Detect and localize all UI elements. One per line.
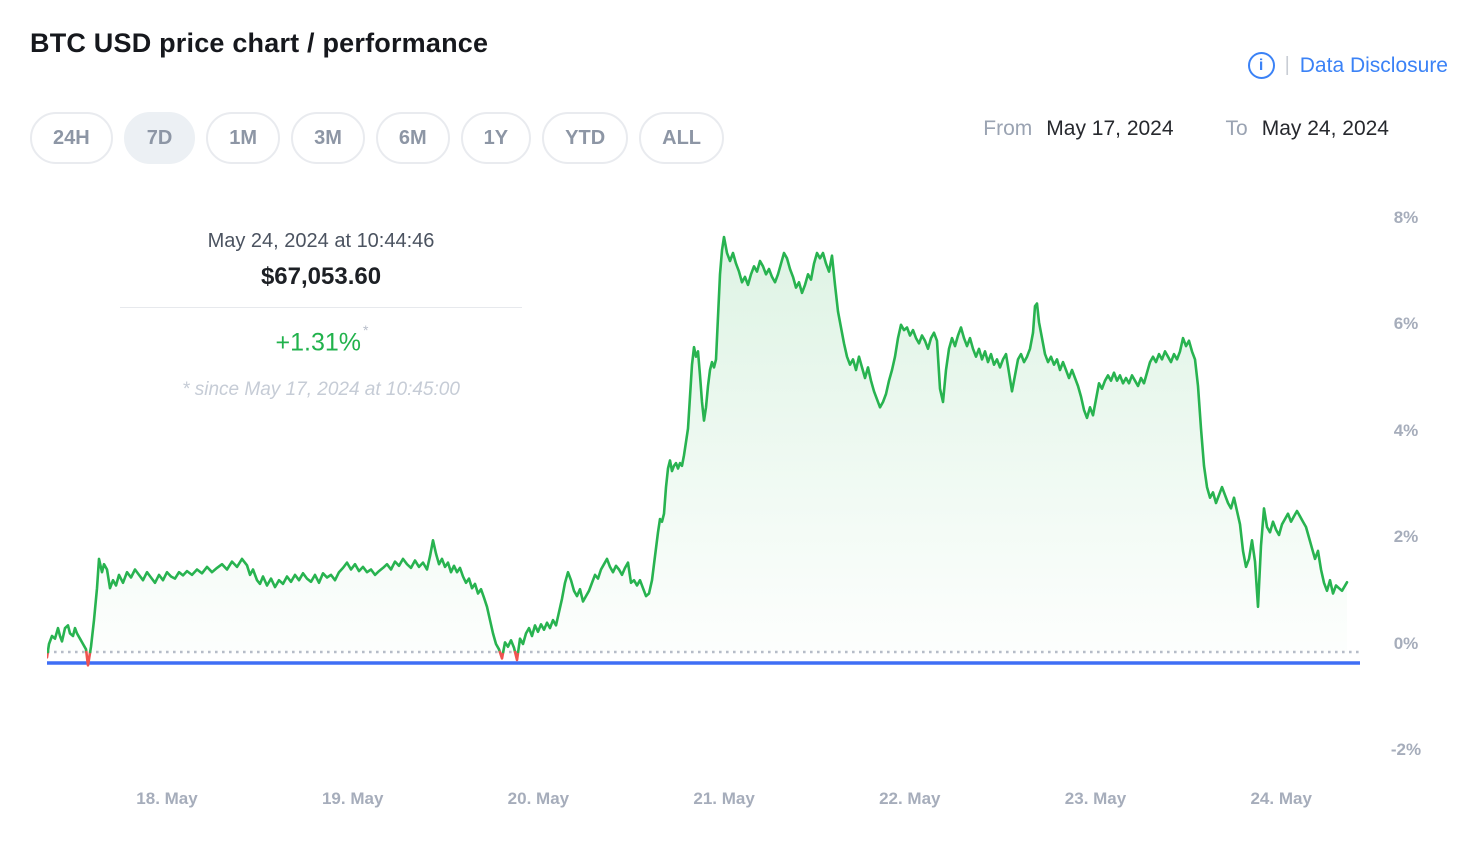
x-tick-20-may: 20. May [507, 789, 570, 808]
range-button-6m[interactable]: 6M [375, 112, 450, 164]
info-icon[interactable]: i [1247, 52, 1275, 79]
x-tick-22-may: 22. May [879, 789, 941, 808]
range-button-ytd[interactable]: YTD [542, 112, 629, 164]
date-range: From May 17, 2024 To May 24, 2024 [983, 117, 1389, 141]
range-button-1m[interactable]: 1M [206, 112, 281, 164]
chart-section: May 24, 2024 at 10:44:46 $67,053.60 +1.3… [0, 185, 1476, 845]
y-tick-4: 4% [1393, 420, 1419, 440]
range-button-3m[interactable]: 3M [291, 112, 365, 164]
y-tick-6: 6% [1393, 314, 1419, 334]
chart-tooltip: May 24, 2024 at 10:44:46 $67,053.60 +1.3… [120, 230, 522, 401]
price-line-positive [88, 538, 502, 654]
y-tick-8: 8% [1393, 208, 1419, 227]
x-tick-21-may: 21. May [693, 789, 755, 808]
tooltip-date: May 24, 2024 at 10:44:46 [207, 230, 435, 252]
price-line-positive [47, 624, 88, 654]
price-line-negative [498, 650, 505, 660]
price-line-chart[interactable] [47, 200, 1360, 760]
tooltip-footnote: * since May 17, 2024 at 10:45:00 [182, 379, 460, 401]
tooltip-change: +1.31% * [275, 322, 369, 357]
y-tick-0: 0% [1393, 633, 1419, 653]
price-line-positive [501, 638, 517, 654]
area-fill [47, 237, 1347, 666]
range-buttons: 24H 7D 1M 3M 6M 1Y YTD ALL [30, 112, 725, 164]
x-tick-19-may: 19. May [321, 789, 384, 808]
disclosure-group: i | Data Disclosure [1247, 52, 1448, 79]
disclosure-separator: | [1284, 54, 1290, 76]
page-title: BTC USD price chart / performance [30, 28, 489, 58]
range-button-24h[interactable]: 24H [30, 112, 113, 164]
tooltip-divider [120, 307, 522, 308]
range-button-1y[interactable]: 1Y [460, 112, 532, 164]
data-disclosure-link[interactable]: Data Disclosure [1299, 53, 1448, 77]
price-line-negative [513, 650, 520, 662]
range-button-all[interactable]: ALL [639, 112, 725, 164]
footnote-mark: * [363, 322, 369, 338]
y-tick-2: 2% [1393, 527, 1419, 547]
price-line-positive [516, 235, 1349, 654]
from-label: From [983, 117, 1033, 140]
x-tick-24-may: 24. May [1250, 789, 1312, 808]
range-button-7d[interactable]: 7D [123, 112, 196, 164]
y-tick--2: -2% [1390, 740, 1422, 759]
price-line-negative [85, 650, 92, 667]
tooltip-price: $67,053.60 [260, 263, 382, 290]
to-label: To [1225, 117, 1248, 140]
x-tick-18-may: 18. May [136, 789, 198, 808]
to-date[interactable]: May 24, 2024 [1261, 117, 1389, 140]
from-date[interactable]: May 17, 2024 [1046, 117, 1174, 140]
x-tick-23-may: 23. May [1064, 789, 1127, 808]
